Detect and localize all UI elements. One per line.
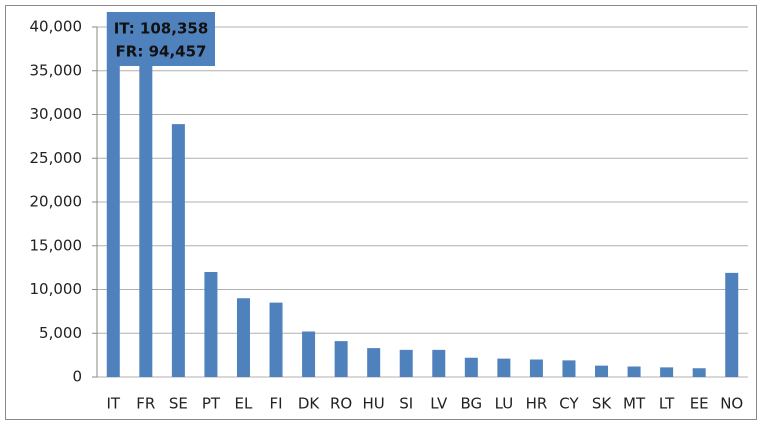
bar	[529, 359, 543, 377]
bar	[139, 12, 153, 378]
bar	[595, 365, 609, 377]
y-tick-label: 20,000	[30, 193, 83, 211]
annotation-text: FR: 94,457	[116, 43, 207, 61]
y-tick-label: 10,000	[30, 280, 83, 298]
x-tick-label: NO	[720, 395, 743, 413]
bar	[269, 302, 283, 377]
x-tick-label: CY	[559, 395, 579, 413]
x-tick-label: HR	[526, 395, 548, 413]
y-tick-label: 0	[72, 368, 82, 386]
annotation: IT: 108,358 FR: 94,457	[108, 12, 215, 66]
x-tick-label: PT	[202, 395, 221, 413]
x-tick-label: LT	[659, 395, 675, 413]
bar	[106, 12, 120, 377]
y-tick-label: 25,000	[30, 149, 83, 167]
bar	[171, 124, 185, 377]
bar	[399, 349, 413, 377]
y-tick-label: 30,000	[30, 105, 83, 123]
x-tick-label: SI	[399, 395, 413, 413]
bars	[106, 12, 739, 378]
bar	[660, 367, 674, 377]
x-tick-label: MT	[623, 395, 646, 413]
x-tick-label: RO	[330, 395, 352, 413]
x-tick-label: SE	[169, 395, 188, 413]
x-tick-label: LV	[430, 395, 448, 413]
bar	[725, 272, 739, 377]
y-tick-label: 35,000	[30, 61, 83, 79]
bar	[627, 366, 641, 377]
bar	[464, 357, 478, 377]
bar	[236, 298, 250, 377]
bar	[302, 331, 316, 377]
annotation-text: IT: 108,358	[114, 20, 209, 38]
x-tick-label: EL	[235, 395, 253, 413]
x-tick-label: BG	[460, 395, 482, 413]
x-tick-label: IT	[106, 395, 120, 413]
x-tick-label: FI	[269, 395, 282, 413]
bar	[432, 349, 446, 377]
y-tick-label: 5,000	[39, 324, 82, 342]
y-tick-label: 40,000	[30, 18, 83, 36]
bar	[334, 341, 348, 377]
bar	[562, 360, 576, 377]
x-tick-label: HU	[363, 395, 385, 413]
bar	[204, 272, 218, 377]
x-tick-label: LU	[495, 395, 514, 413]
x-tick-label: SK	[592, 395, 613, 413]
labels: 0 5,000 10,000 15,000 20,000 25,000 30,000 35,0…	[30, 18, 744, 413]
x-tick-label: EE	[690, 395, 709, 413]
bar	[497, 358, 511, 377]
annotation-box	[108, 12, 215, 66]
x-tick-label: DK	[298, 395, 321, 413]
x-tick-label: FR	[136, 395, 155, 413]
y-tick-label: 15,000	[30, 236, 83, 254]
bar	[367, 348, 381, 377]
chart-border	[5, 5, 757, 420]
bar	[692, 368, 706, 377]
